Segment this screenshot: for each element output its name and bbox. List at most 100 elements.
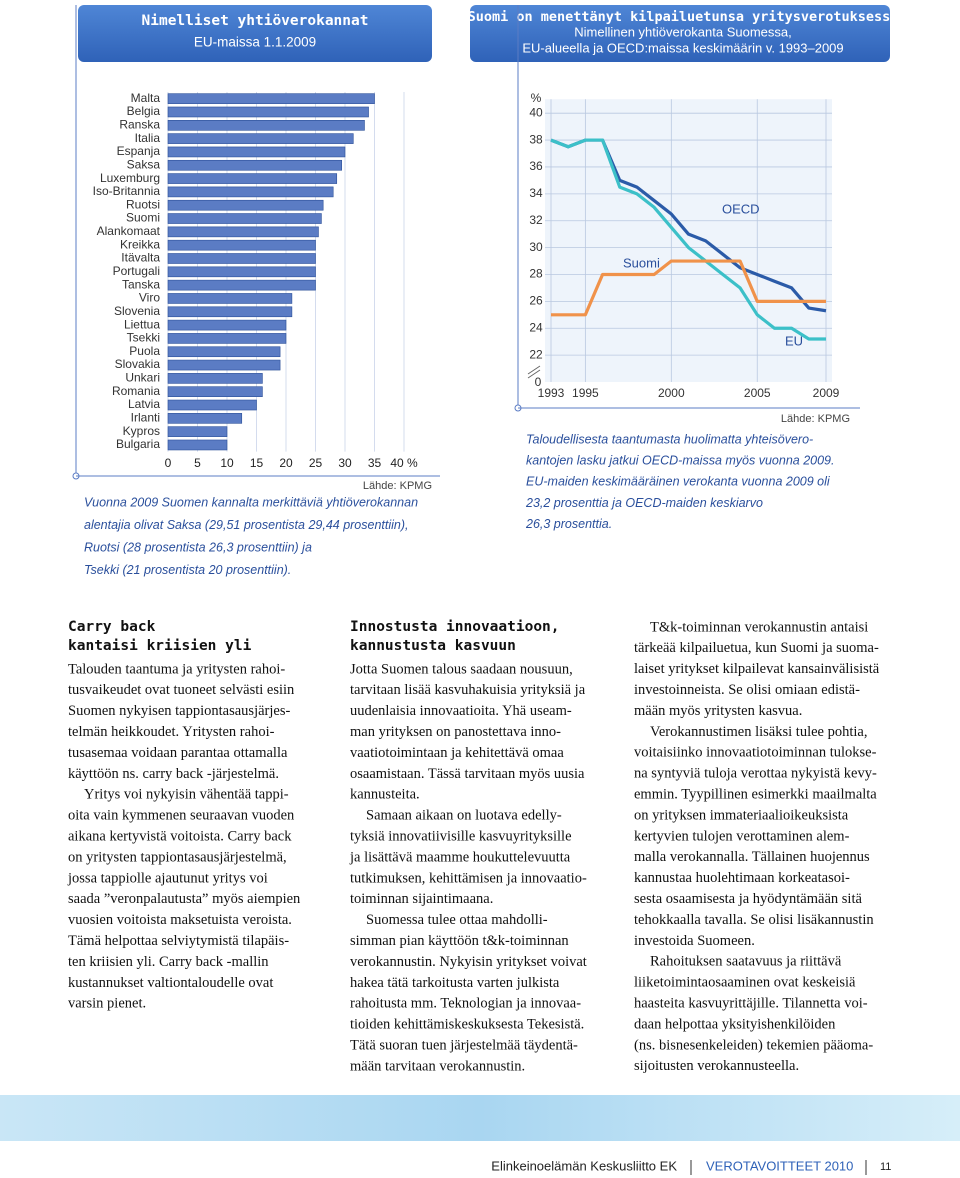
x-tick-label: 2005: [744, 386, 771, 400]
body-line: kannusteita.: [350, 787, 420, 803]
bar: [167, 133, 354, 144]
category-label: Liettua: [124, 317, 160, 331]
bar: [167, 226, 319, 238]
caption: Vuonna 2009 Suomen kannalta merkittäviä …: [84, 495, 418, 509]
body-line: ten kriisien yli. Carry back -mallin: [68, 954, 269, 970]
body-line: na syntyviä tuloja verottaa nykyistä kev…: [634, 766, 877, 782]
category-label: Portugali: [113, 264, 160, 278]
body-line: haasteita kasvuyrittäjille. Tilannetta v…: [634, 996, 868, 1012]
x-tick-label: 1993: [538, 386, 565, 400]
body-line: kertyvien tulojen verottaminen alem-: [634, 828, 850, 844]
body-line: liiketoimintaosaaminen ovat keskeisiä: [634, 975, 856, 991]
body-line: tusasemaa voidaan parantaa ottamalla: [68, 745, 288, 761]
column-heading: Innostusta innovaatioon,: [350, 619, 560, 635]
body-line: Tätä suoran tuen järjestelmää täydentä-: [350, 1038, 578, 1054]
y-tick-label: 24: [529, 320, 543, 334]
category-label: Unkari: [125, 371, 160, 385]
category-label: Viro: [139, 291, 160, 305]
category-label: Puola: [129, 344, 160, 358]
bar: [167, 426, 228, 437]
caption: 23,2 prosenttia ja OECD-maiden keskiarvo: [525, 496, 763, 510]
y-tick-label: 36: [529, 159, 543, 173]
category-label: Bulgaria: [116, 437, 160, 451]
body-line: Talouden taantuma ja yritysten rahoi-: [68, 661, 285, 677]
series-line: [551, 259, 826, 317]
x-tick-label: 5: [194, 456, 201, 470]
column-heading: kantaisi kriisien yli: [68, 638, 252, 654]
caption: alentajia olivat Saksa (29,51 prosentist…: [84, 518, 409, 532]
bar: [167, 120, 365, 131]
category-label: Tsekki: [127, 331, 160, 345]
body-line: uudenlaisia innovaatioita. Yhä useam-: [350, 703, 572, 719]
footer-org: Elinkeinoelämän Keskusliitto EK: [491, 1158, 677, 1173]
body-line: tarvitaan lisää kasvuhakuisia yrityksiä …: [350, 682, 586, 698]
body-line: Suomessa tulee ottaa mahdolli-: [366, 912, 548, 928]
y-tick-label: 22: [529, 347, 543, 361]
body-line: on yritysten tappiontasausjärjestelmä,: [68, 849, 287, 865]
body-line: ja lisättävä maamme houkuttelevuutta: [349, 849, 571, 865]
body-line: sijoitusten verokannusteella.: [634, 1058, 799, 1074]
bar: [167, 386, 263, 398]
x-tick-label: 2009: [813, 386, 840, 400]
x-tick-label: 2000: [658, 386, 685, 400]
body-line: simman pian käyttöön t&k-toiminnan: [350, 933, 569, 949]
caption: Ruotsi (28 prosentista 26,3 prosenttiin)…: [84, 540, 312, 554]
category-label: Slovakia: [115, 357, 161, 371]
header-subtitle: Nimellinen yhtiöverokanta Suomessa,: [574, 24, 792, 39]
bar: [167, 346, 281, 358]
body-line: osaamistaan. Tässä tarvitaan myös uusia: [350, 766, 585, 782]
body-line: investoinneista. Se olisi omiaan edistä-: [634, 682, 860, 698]
header-title: Nimelliset yhtiöverokannat: [142, 13, 369, 29]
body-line: mään myös yritysten kasvua.: [634, 703, 802, 719]
body-line: malla verokannalla. Tällainen huojennus: [634, 849, 870, 865]
bar: [167, 319, 287, 331]
y-tick-label: 28: [529, 267, 543, 281]
category-label: Espanja: [117, 144, 161, 158]
category-label: Romania: [112, 384, 160, 398]
category-label: Ruotsi: [126, 197, 160, 211]
category-label: Tanska: [122, 277, 160, 291]
body-line: vuosien voitoista maksetuista veroista.: [68, 912, 292, 928]
bar: [167, 199, 324, 211]
body-line: on yrityksen immateriaalioikeuksista: [634, 807, 849, 823]
category-label: Latvia: [128, 397, 160, 411]
axis-break: [527, 365, 541, 379]
body-line: Jotta Suomen talous saadaan nousuun,: [350, 661, 573, 677]
body-line: investoida Suomeen.: [634, 933, 755, 949]
y-tick-label: 30: [529, 240, 543, 254]
body-line: kustannukset valtiontaloudelle ovat: [68, 975, 273, 991]
category-label: Kypros: [123, 424, 160, 438]
bar: [167, 186, 334, 198]
header-box: [470, 5, 890, 62]
series-line: [550, 138, 826, 341]
bar: [167, 213, 322, 224]
body-line: oita vain kymmenen seuraavan vuoden: [68, 808, 295, 824]
category-label: Belgia: [127, 104, 161, 118]
footer-page: 11: [880, 1161, 891, 1173]
bar: [167, 106, 369, 118]
header-title: Suomi on menettänyt kilpailuetunsa yrity…: [468, 9, 899, 25]
body-line: tyksiä innovatiivisille kasvuyrityksille: [350, 829, 572, 845]
body-line: käyttöön ns. carry back -järjestelmä.: [68, 766, 279, 782]
body-line: verokannustin. Nykyisin yritykset voivat: [350, 954, 587, 970]
x-tick-label: 15: [250, 456, 264, 470]
bar: [167, 399, 257, 411]
y-origin-label: 0: [535, 375, 542, 389]
category-label: Malta: [131, 91, 161, 105]
body-line: hakea tätä tarkoitusta varten julkista: [350, 975, 560, 991]
decor-band: [0, 1095, 960, 1141]
source: Lähde: KPMG: [781, 413, 850, 425]
body-line: T&k-toiminnan verokannustin antaisi: [650, 619, 868, 635]
body-line: rahoitusta mm. Teknologian ja innovaa-: [350, 996, 581, 1012]
series-label: EU: [785, 333, 803, 348]
x-tick-label: 20: [279, 456, 293, 470]
body-line: Tämä helpottaa selviytymistä tilapäis-: [68, 933, 289, 949]
caption: Tsekki (21 prosentista 20 prosenttiin).: [84, 563, 291, 577]
body-line: jossa tappiolle ajautunut yritys voi: [67, 870, 268, 886]
caption: 26,3 prosenttia.: [525, 517, 612, 531]
body-line: mään tarvitaan verokannustin.: [350, 1058, 525, 1074]
body-line: tusvaikeudet ovat tuoneet selvästi esiin: [68, 682, 295, 698]
bar: [167, 159, 342, 171]
body-line: varsin pienet.: [68, 996, 146, 1012]
